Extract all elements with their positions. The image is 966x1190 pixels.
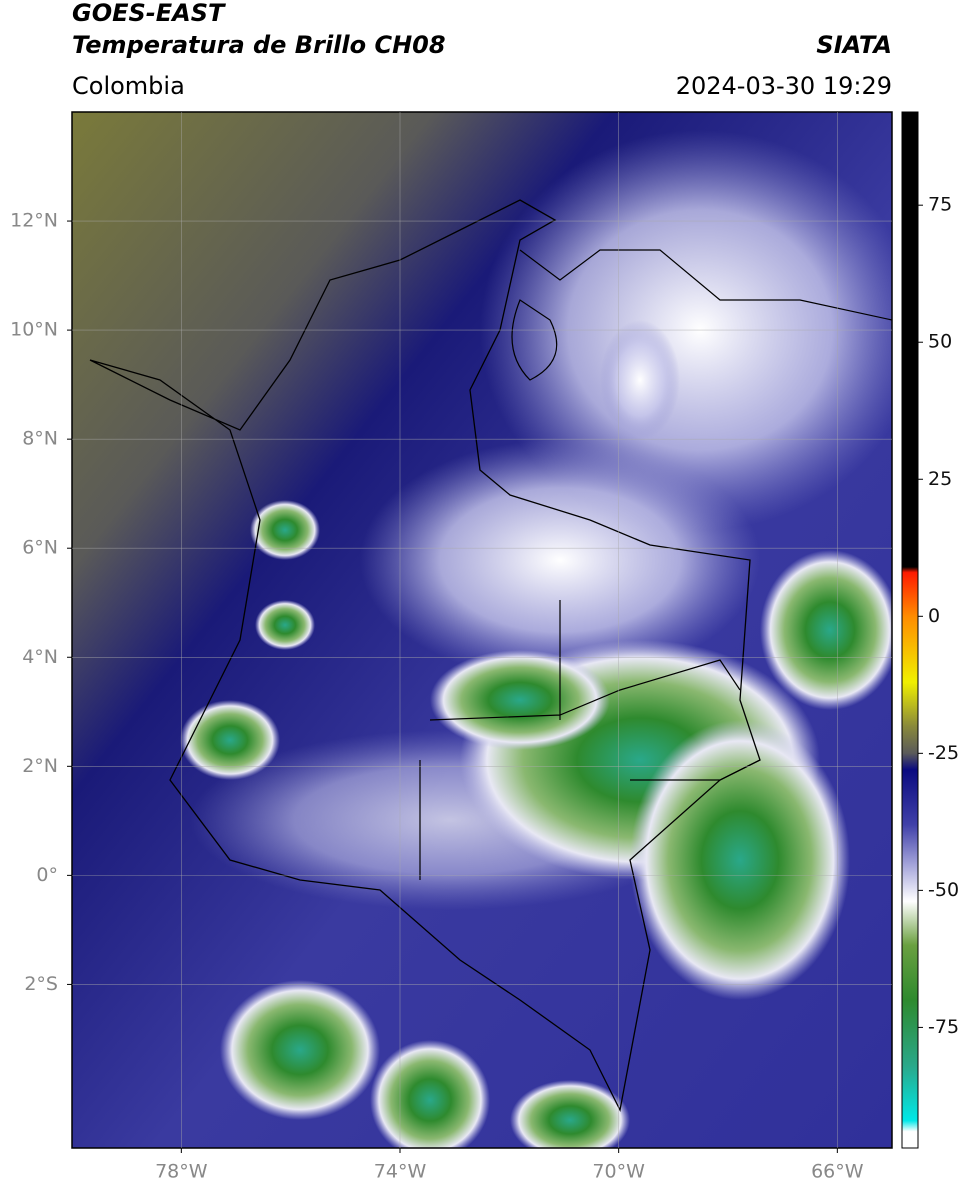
colorbar-tick-label: -75 bbox=[928, 1016, 959, 1038]
x-tick-label: 78°W bbox=[155, 1161, 208, 1183]
x-tick-label: 74°W bbox=[374, 1161, 427, 1183]
source: SIATA bbox=[816, 31, 892, 59]
colorbar-tick-label: 0 bbox=[928, 605, 940, 627]
region: Colombia bbox=[72, 72, 185, 100]
y-tick-label: 12°N bbox=[10, 210, 58, 232]
colorbar-tick-label: 75 bbox=[928, 194, 952, 216]
y-tick-label: 0° bbox=[36, 864, 58, 886]
colorbar-tick-label: -25 bbox=[928, 742, 959, 764]
datetime: 2024-03-30 19:29 bbox=[676, 72, 892, 100]
subtitle: Temperatura de Brillo CH08 bbox=[72, 31, 446, 59]
map-frame bbox=[71, 111, 893, 1149]
colorbar-tick-label: -50 bbox=[928, 879, 959, 901]
map-image bbox=[72, 112, 892, 1148]
y-tick-label: 6°N bbox=[22, 537, 58, 559]
colorbar bbox=[901, 111, 919, 1149]
x-tick-label: 70°W bbox=[592, 1161, 645, 1183]
x-tick-label: 66°W bbox=[811, 1161, 864, 1183]
y-tick-label: 4°N bbox=[22, 646, 58, 668]
y-tick-label: 2°N bbox=[22, 755, 58, 777]
y-tick-label: 2°S bbox=[24, 973, 58, 995]
title: GOES-EAST bbox=[72, 0, 226, 27]
colorbar-tick-label: 50 bbox=[928, 331, 952, 353]
y-tick-label: 10°N bbox=[10, 319, 58, 341]
colorbar-tick-label: 25 bbox=[928, 468, 952, 490]
y-tick-label: 8°N bbox=[22, 428, 58, 450]
